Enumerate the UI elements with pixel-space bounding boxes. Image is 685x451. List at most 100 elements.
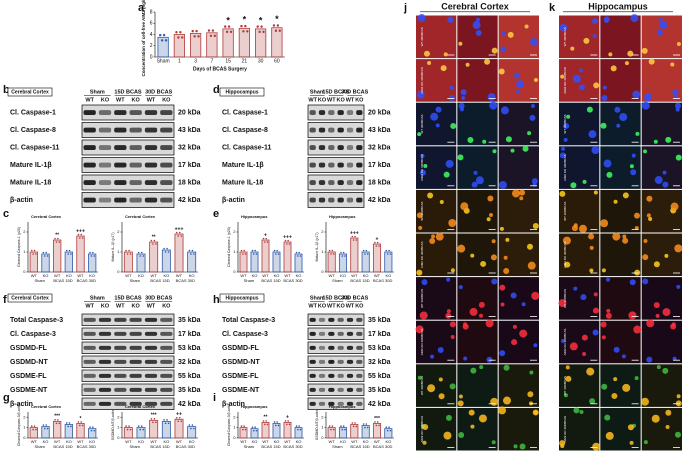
y-tick-label: 0: [321, 269, 324, 274]
cell: [419, 169, 426, 176]
dot: [152, 243, 154, 245]
bar: [272, 423, 281, 439]
blot-band: [309, 331, 316, 336]
blot-strip: [81, 369, 175, 382]
cell: [467, 136, 474, 143]
blot-band: [309, 359, 316, 364]
blot-band: [337, 145, 344, 151]
cell: [501, 31, 506, 36]
dot: [365, 249, 368, 252]
y-tick-label: 6: [150, 21, 153, 27]
group-header: 15D BCAS: [114, 89, 142, 95]
dot: [128, 425, 130, 427]
dot: [188, 249, 191, 252]
cell: [507, 31, 514, 38]
dot: [366, 253, 369, 255]
lane-label: KO: [337, 303, 346, 309]
group-label: Sham: [332, 278, 343, 283]
cell: [490, 397, 499, 406]
scale-bar: [530, 403, 537, 405]
dot: [191, 249, 194, 252]
significance: +: [264, 232, 267, 238]
cell: [527, 131, 532, 136]
dot: [167, 251, 170, 253]
blot-band: [144, 401, 158, 406]
bar: [283, 241, 292, 273]
group-header: 30D BCAS: [341, 295, 369, 301]
cell: [470, 367, 477, 374]
dot: [297, 428, 299, 431]
dot: [364, 426, 366, 429]
dot: [33, 425, 36, 427]
blot-band: [318, 345, 326, 350]
cell: [503, 396, 512, 405]
dot: [68, 249, 71, 252]
chart-title: Hippocampus: [241, 404, 268, 409]
x-tick-label: WT: [54, 273, 61, 278]
cell: [592, 329, 599, 336]
blot-band: [309, 127, 316, 133]
blot-band: [114, 387, 127, 392]
cell: [634, 269, 641, 276]
x-tick-label: 1: [178, 58, 181, 64]
dot: [253, 429, 255, 432]
panel-label: b: [3, 84, 10, 96]
cell: [458, 285, 463, 290]
bar: [361, 425, 370, 439]
blot-band: [160, 345, 173, 350]
y-tick-label: 1: [233, 249, 236, 254]
x-tick-label: WT: [284, 273, 291, 278]
blot-band: [328, 331, 335, 336]
x-tick-label: KO: [66, 273, 72, 278]
blot-band: [356, 197, 363, 203]
cell: [656, 365, 661, 370]
y-tick-label: 0: [233, 269, 236, 274]
cell: [593, 190, 598, 195]
cell: [603, 159, 612, 168]
cell: [675, 154, 682, 161]
cell: [674, 102, 681, 109]
cell: [559, 190, 566, 197]
blot-band: [114, 359, 127, 364]
dot: [195, 29, 198, 33]
scale-bar: [590, 185, 598, 187]
blot-strip: [307, 369, 365, 382]
cell: [644, 93, 653, 102]
tissue-tag: Cerebral Cortex: [11, 89, 49, 95]
blot-band: [318, 197, 326, 203]
cell: [561, 146, 566, 151]
dot: [276, 421, 278, 423]
cell: [491, 239, 496, 244]
cell: [586, 106, 593, 113]
cell: [592, 34, 597, 39]
scale-bar: [631, 229, 639, 230]
dot: [288, 423, 291, 426]
cell: [491, 440, 496, 445]
blot-band: [114, 197, 127, 203]
group-label: Sham: [332, 444, 343, 449]
protein-label: Cl. Caspase-3: [222, 331, 268, 338]
micrograph: [498, 189, 539, 233]
dot: [299, 255, 302, 257]
cell: [564, 261, 571, 268]
blot-strip: [81, 122, 175, 138]
cell: [622, 383, 631, 392]
group-label: BCAS 30D: [77, 444, 96, 449]
cell: [662, 367, 669, 374]
cell: [560, 74, 565, 79]
dot: [155, 243, 157, 245]
blot-band: [346, 127, 354, 133]
kda-label: 43 kDa: [178, 127, 201, 134]
dot: [365, 423, 368, 425]
cell: [468, 409, 475, 416]
blot-band: [114, 180, 127, 186]
x-tick-label: WT: [351, 273, 358, 278]
dot: [142, 255, 145, 257]
dot: [362, 249, 365, 252]
protein-label: GSDME-FL: [222, 373, 259, 380]
cell: [670, 62, 675, 67]
x-tick-label: KO: [340, 273, 346, 278]
scale-bar: [673, 141, 680, 143]
bar: [384, 251, 393, 273]
bar: [53, 420, 62, 439]
